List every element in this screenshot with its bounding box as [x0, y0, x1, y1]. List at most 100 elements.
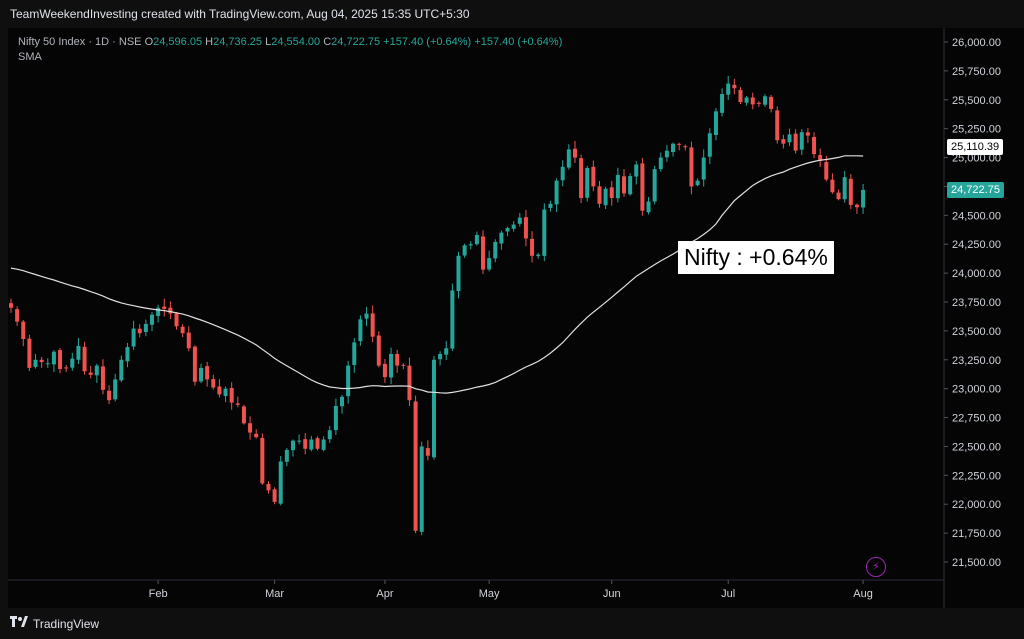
x-tick-label: May: [479, 588, 500, 600]
candle-body: [591, 166, 596, 187]
candle-body: [677, 143, 682, 145]
candle-body: [125, 347, 130, 362]
candle-body: [254, 433, 259, 438]
candle-body: [707, 133, 712, 157]
candle-body: [548, 203, 553, 208]
candle-body: [487, 258, 492, 270]
candle-body: [346, 365, 351, 397]
x-tick-label: Jul: [721, 588, 735, 600]
candle-body: [628, 176, 633, 195]
candle-body: [836, 192, 841, 200]
y-tick-label: 21,500.00: [952, 557, 1001, 569]
candle-body: [775, 110, 780, 141]
candle-body: [812, 136, 817, 155]
close-value: 24,722.75: [331, 36, 381, 48]
tradingview-logo-icon: [10, 616, 28, 631]
candle-body: [530, 238, 535, 256]
high-value: 24,736.25: [213, 36, 263, 48]
brand[interactable]: TradingView: [10, 616, 99, 631]
candle-body: [82, 346, 87, 372]
candle-body: [419, 446, 424, 532]
candle-body: [395, 353, 400, 366]
candle-body: [493, 241, 498, 259]
candle-body: [634, 164, 639, 177]
candle-body: [732, 84, 737, 89]
candle-body: [284, 449, 289, 462]
y-tick-label: 24,250.00: [952, 239, 1001, 251]
candle-body: [713, 111, 718, 135]
candle-body: [88, 372, 93, 375]
symbol-label: Nifty 50 Index · 1D · NSE: [18, 36, 142, 48]
chart-title: TeamWeekendInvesting created with Tradin…: [10, 7, 470, 21]
candle-body: [664, 150, 669, 158]
candle-body: [9, 303, 13, 308]
candle-body: [566, 149, 571, 168]
candle-body: [186, 332, 191, 349]
candle-body: [603, 188, 608, 206]
candle-body: [241, 406, 246, 424]
candle-body: [468, 244, 473, 246]
candle-body: [180, 326, 185, 334]
candle-body: [376, 335, 381, 366]
y-tick-label: 22,000.00: [952, 499, 1001, 511]
lightning-icon[interactable]: ⚡: [866, 557, 886, 577]
candle-body: [769, 96, 774, 110]
candle-body: [579, 158, 584, 198]
candle-body: [352, 342, 357, 365]
candle-body: [100, 366, 105, 390]
y-tick-label: 22,750.00: [952, 413, 1001, 425]
candle-body: [217, 386, 222, 395]
candle-body: [70, 358, 75, 368]
y-tick-label: 25,250.00: [952, 124, 1001, 136]
candle-body: [560, 166, 565, 181]
candle-body: [27, 338, 32, 368]
candle-body: [389, 354, 394, 378]
candle-body: [609, 187, 614, 198]
candle-body: [750, 97, 755, 105]
sma-price-tag: 25,110.39: [947, 139, 1004, 155]
candle-body: [431, 359, 436, 458]
chart-area[interactable]: 21,500.00 21,750.00 22,000.00 22,250.00 22,5…: [8, 28, 1024, 608]
y-tick-label: 24,500.00: [952, 210, 1001, 222]
candle-body: [107, 390, 112, 401]
candle-body: [799, 132, 804, 150]
candle-body: [33, 359, 38, 367]
candle-body: [223, 388, 228, 397]
candle-body: [542, 209, 547, 256]
candle-body: [824, 162, 829, 180]
indicator-label[interactable]: SMA: [18, 51, 42, 63]
candle-body: [505, 228, 510, 232]
nifty-annotation: Nifty : +0.64%: [678, 241, 834, 274]
candle-body: [744, 97, 749, 103]
candlestick-chart[interactable]: 21,500.00 21,750.00 22,000.00 22,250.00 22,5…: [8, 28, 1024, 608]
candle-body: [278, 461, 283, 504]
candle-body: [309, 439, 314, 450]
candle-body: [58, 350, 63, 370]
candle-body: [695, 180, 700, 186]
candle-body: [235, 403, 240, 405]
candle-body: [327, 430, 332, 440]
candle-body: [272, 489, 277, 502]
y-tick-label: 22,250.00: [952, 470, 1001, 482]
candle-body: [738, 89, 743, 103]
candle-body: [113, 379, 118, 400]
bottom-bar: TradingView: [0, 608, 1024, 639]
candle-body: [762, 96, 767, 105]
y-tick-label: 25,500.00: [952, 95, 1001, 107]
sma-line: [10, 155, 864, 394]
candle-body: [499, 232, 504, 244]
candle-body: [39, 359, 44, 363]
candle-body: [756, 102, 761, 104]
candle-body: [131, 328, 136, 347]
y-tick-label: 22,500.00: [952, 441, 1001, 453]
y-tick-label: 26,000.00: [952, 37, 1001, 49]
x-tick-label: Apr: [376, 588, 393, 600]
candle-body: [156, 307, 161, 316]
candle-body: [199, 367, 204, 382]
candle-body: [51, 351, 56, 365]
candle-body: [321, 439, 326, 450]
x-tick-label: Jun: [603, 588, 621, 600]
y-tick-label: 23,250.00: [952, 355, 1001, 367]
y-tick-label: 23,000.00: [952, 384, 1001, 396]
y-tick-label: 23,500.00: [952, 326, 1001, 338]
